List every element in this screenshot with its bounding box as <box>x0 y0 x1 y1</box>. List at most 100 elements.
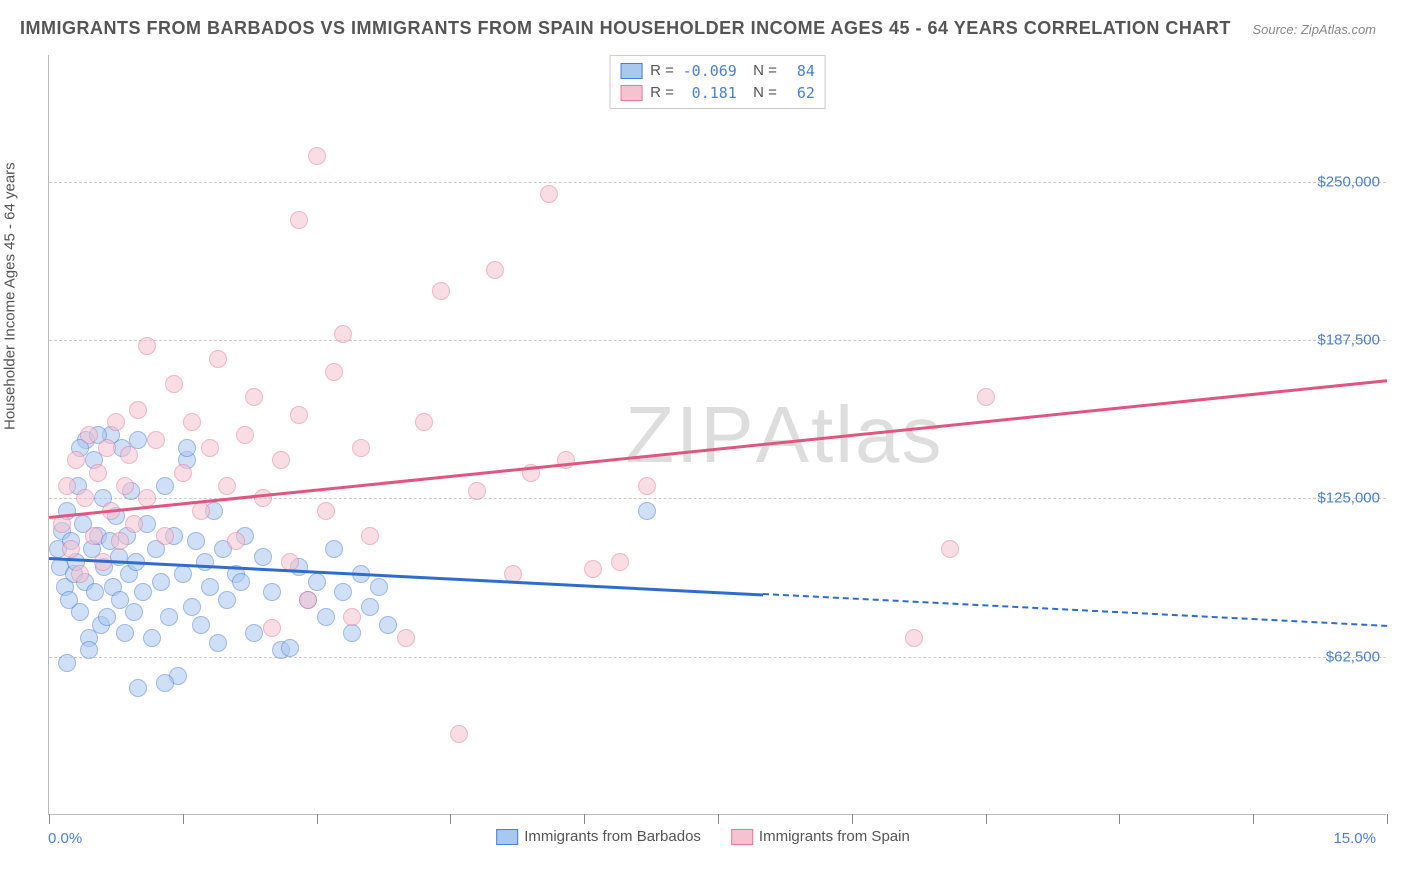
point-spain <box>290 211 308 229</box>
legend-r-label: R = <box>650 60 674 82</box>
series-name: Immigrants from Spain <box>759 828 910 845</box>
series-legend: Immigrants from Barbados Immigrants from … <box>496 828 910 845</box>
x-tick <box>852 814 853 824</box>
point-spain <box>192 502 210 520</box>
legend-row: R = -0.069 N = 84 <box>620 60 815 82</box>
point-barbados <box>156 674 174 692</box>
point-spain <box>317 502 335 520</box>
point-barbados <box>334 583 352 601</box>
point-barbados <box>232 573 250 591</box>
series-legend-item: Immigrants from Barbados <box>496 828 701 845</box>
point-spain <box>76 489 94 507</box>
point-spain <box>209 350 227 368</box>
point-spain <box>89 464 107 482</box>
point-spain <box>308 147 326 165</box>
point-barbados <box>201 578 219 596</box>
point-barbados <box>178 439 196 457</box>
point-spain <box>147 431 165 449</box>
x-tick <box>986 814 987 824</box>
point-barbados <box>80 641 98 659</box>
point-spain <box>71 565 89 583</box>
point-barbados <box>71 603 89 621</box>
y-axis-title: Householder Income Ages 45 - 64 years <box>2 162 19 430</box>
gridline <box>49 657 1386 658</box>
x-tick <box>1253 814 1254 824</box>
point-barbados <box>317 608 335 626</box>
y-tick-label: $125,000 <box>1317 490 1380 507</box>
point-spain <box>174 464 192 482</box>
legend-n-label: N = <box>745 60 777 82</box>
point-spain <box>263 619 281 637</box>
point-barbados <box>187 532 205 550</box>
legend-row: R = 0.181 N = 62 <box>620 82 815 104</box>
gridline <box>49 182 1386 183</box>
point-spain <box>450 725 468 743</box>
legend-swatch <box>620 63 642 79</box>
point-barbados <box>152 573 170 591</box>
x-tick <box>317 814 318 824</box>
x-tick <box>584 814 585 824</box>
point-barbados <box>254 548 272 566</box>
point-spain <box>254 489 272 507</box>
point-barbados <box>143 629 161 647</box>
point-spain <box>245 388 263 406</box>
point-spain <box>540 185 558 203</box>
point-barbados <box>638 502 656 520</box>
correlation-legend: R = -0.069 N = 84 R = 0.181 N = 62 <box>609 55 826 109</box>
point-barbados <box>209 634 227 652</box>
point-spain <box>218 477 236 495</box>
point-barbados <box>58 654 76 672</box>
legend-swatch <box>731 829 753 845</box>
legend-n-value: 62 <box>785 82 815 104</box>
point-spain <box>299 591 317 609</box>
legend-r-value: 0.181 <box>682 82 737 104</box>
legend-n-value: 84 <box>785 60 815 82</box>
point-barbados <box>325 540 343 558</box>
point-barbados <box>156 477 174 495</box>
point-spain <box>67 451 85 469</box>
point-spain <box>611 553 629 571</box>
series-legend-item: Immigrants from Spain <box>731 828 910 845</box>
point-spain <box>272 451 290 469</box>
point-spain <box>977 388 995 406</box>
point-barbados <box>218 591 236 609</box>
point-spain <box>183 413 201 431</box>
point-barbados <box>370 578 388 596</box>
point-barbados <box>129 679 147 697</box>
point-spain <box>638 477 656 495</box>
series-name: Immigrants from Barbados <box>524 828 701 845</box>
x-axis-max-label: 15.0% <box>1333 830 1376 847</box>
legend-r-label: R = <box>650 82 674 104</box>
point-spain <box>201 439 219 457</box>
point-spain <box>58 477 76 495</box>
y-tick-label: $187,500 <box>1317 332 1380 349</box>
legend-r-value: -0.069 <box>682 60 737 82</box>
point-spain <box>80 426 98 444</box>
point-spain <box>165 375 183 393</box>
point-spain <box>125 515 143 533</box>
point-barbados <box>174 565 192 583</box>
point-spain <box>343 608 361 626</box>
point-spain <box>85 527 103 545</box>
point-spain <box>432 282 450 300</box>
point-barbados <box>192 616 210 634</box>
point-spain <box>325 363 343 381</box>
x-tick <box>1387 814 1388 824</box>
chart-plot-area: ZIPAtlas R = -0.069 N = 84 R = 0.181 N = 62 $… <box>48 55 1386 815</box>
point-spain <box>941 540 959 558</box>
x-tick <box>183 814 184 824</box>
point-barbados <box>160 608 178 626</box>
legend-n-label: N = <box>745 82 777 104</box>
watermark: ZIPAtlas <box>625 389 943 481</box>
point-spain <box>397 629 415 647</box>
point-spain <box>116 477 134 495</box>
x-tick <box>49 814 50 824</box>
point-spain <box>281 553 299 571</box>
point-barbados <box>361 598 379 616</box>
point-spain <box>98 439 116 457</box>
legend-swatch <box>496 829 518 845</box>
point-spain <box>62 540 80 558</box>
point-barbados <box>379 616 397 634</box>
point-barbados <box>245 624 263 642</box>
point-spain <box>236 426 254 444</box>
